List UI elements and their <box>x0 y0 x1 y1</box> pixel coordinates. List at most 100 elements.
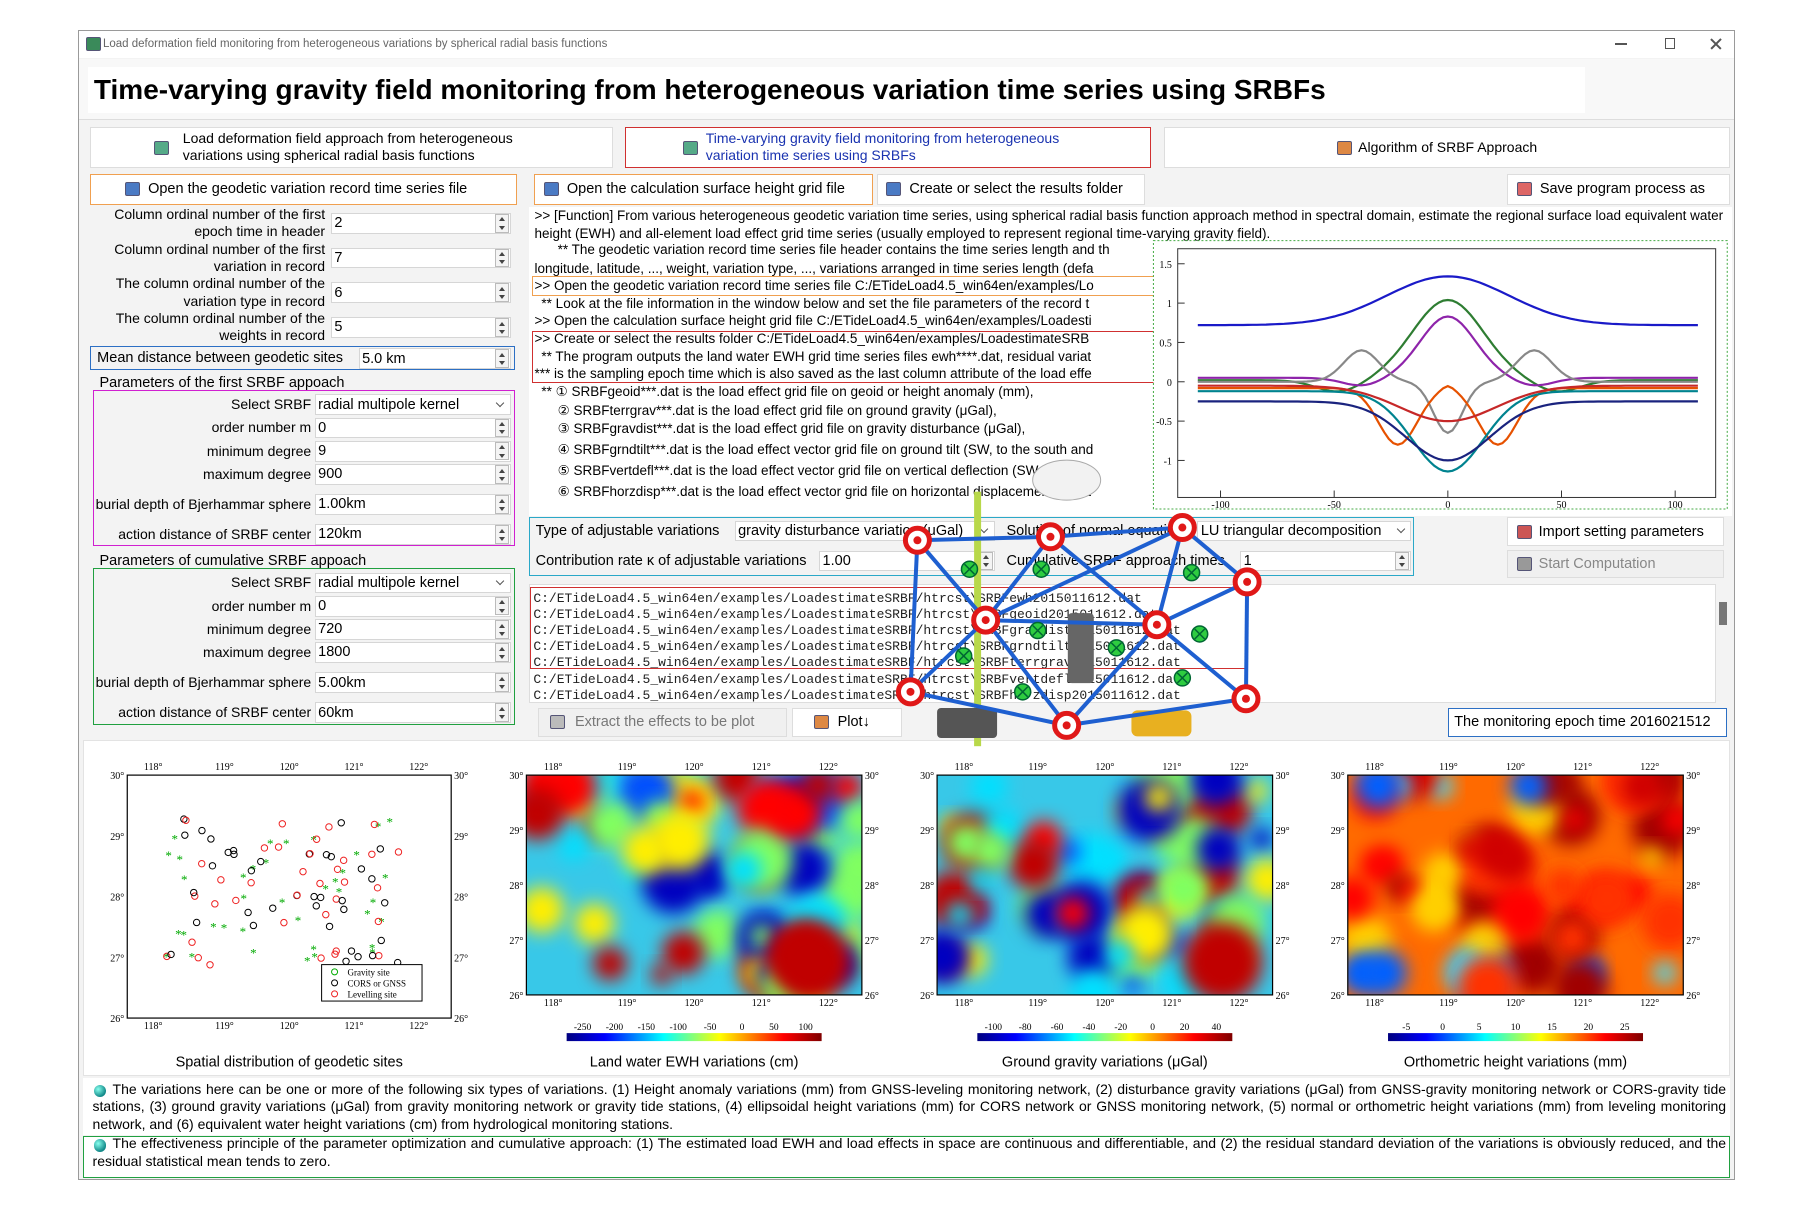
param-input[interactable] <box>314 463 512 485</box>
log-line: longitude, latitude, ..., weight, variat… <box>534 260 1094 276</box>
param-input[interactable] <box>314 642 512 663</box>
action-button[interactable] <box>1507 549 1724 579</box>
site-marker <box>269 904 277 912</box>
map-blob <box>586 800 635 848</box>
spin-up <box>499 286 506 291</box>
mean-distance-input[interactable] <box>358 348 512 370</box>
button[interactable] <box>534 173 874 205</box>
network-edge <box>1065 623 1159 727</box>
icon <box>543 181 559 196</box>
colorbar-label: 25 <box>1620 1023 1630 1033</box>
param-input[interactable] <box>314 618 512 640</box>
map-blob <box>1370 847 1404 881</box>
colorbar-label: 0 <box>1440 1023 1445 1033</box>
button[interactable] <box>1507 173 1730 205</box>
map-blob <box>1563 808 1586 831</box>
map-blob <box>592 946 627 981</box>
site-marker <box>257 857 265 866</box>
map-blob <box>937 929 969 984</box>
spin-up <box>499 646 506 651</box>
log-line: ** The program outputs the land water EW… <box>541 348 1092 364</box>
site-marker <box>230 850 238 859</box>
lat-label: 29° <box>110 832 124 843</box>
network-edge <box>985 618 1157 627</box>
site-marker: * <box>181 872 188 887</box>
param-input[interactable] <box>314 440 512 462</box>
rate-input[interactable] <box>819 550 995 572</box>
lon-label: 121° <box>345 1021 364 1032</box>
spin-up <box>499 468 506 473</box>
param-input[interactable] <box>314 493 512 515</box>
tab[interactable] <box>90 127 614 168</box>
note-text: The variations here can be one or more o… <box>92 1080 1727 1133</box>
param-input[interactable] <box>314 572 512 594</box>
site-marker <box>354 953 362 961</box>
param-input[interactable] <box>330 282 512 304</box>
map-caption: Spatial distribution of geodetic sites <box>176 1055 403 1071</box>
extract-button[interactable] <box>537 708 787 737</box>
plot-button[interactable] <box>792 708 903 737</box>
button[interactable] <box>876 173 1146 205</box>
tab[interactable] <box>624 127 1152 168</box>
param-input[interactable] <box>314 394 512 416</box>
param-input[interactable] <box>330 212 512 234</box>
site-marker <box>325 922 334 931</box>
lon-label: 121° <box>752 762 771 773</box>
solution-combo[interactable] <box>1197 520 1412 542</box>
param-input[interactable] <box>330 247 512 269</box>
map <box>1347 775 1684 995</box>
network-edge <box>917 534 1051 543</box>
action-button[interactable] <box>1507 517 1724 547</box>
map-blob <box>1182 921 1263 995</box>
site-marker <box>368 850 376 858</box>
site-marker <box>381 899 389 907</box>
plot-curve <box>1197 390 1698 473</box>
spin-down <box>499 714 506 719</box>
spinner <box>495 643 510 662</box>
map-blob <box>1067 933 1117 983</box>
site-marker: * <box>210 920 217 935</box>
tab[interactable] <box>1163 127 1730 168</box>
param-input[interactable] <box>314 702 512 724</box>
param-input[interactable] <box>314 417 512 439</box>
spin-down <box>499 476 506 481</box>
plot-curve <box>1197 298 1698 393</box>
button[interactable] <box>90 173 518 205</box>
group-box <box>92 568 515 726</box>
lon-label: 122° <box>1230 762 1249 773</box>
lat-label: 27° <box>865 936 879 947</box>
lat-label: 26° <box>509 991 523 1002</box>
plot-curve <box>1197 400 1698 462</box>
note-box <box>83 1078 1730 1135</box>
lon-label: 118° <box>144 762 163 773</box>
log-line: ⑤ SRBFvertdefl***.dat is the load effect… <box>557 462 1090 478</box>
site-marker <box>347 947 356 955</box>
spinner <box>1395 551 1410 571</box>
colorbar-label: 10 <box>1511 1023 1521 1033</box>
map-blob <box>1245 858 1273 902</box>
site-marker <box>374 917 383 926</box>
gnss-antenna <box>1032 459 1102 501</box>
param-input-value: 2 <box>334 215 343 232</box>
site-marker <box>333 865 342 874</box>
lon-label: 121° <box>1162 762 1181 773</box>
y-tick-label: 1.5 <box>1159 260 1172 271</box>
map-blob <box>1399 881 1421 903</box>
spin-up <box>499 352 506 357</box>
lon-label: 118° <box>144 1021 163 1032</box>
site-marker <box>316 879 324 888</box>
param-input[interactable] <box>330 316 512 338</box>
log-line: ③ SRBFgravdist***.dat is the load effect… <box>557 421 1026 437</box>
times-input[interactable] <box>1240 550 1412 572</box>
spin-up <box>499 498 506 503</box>
icon <box>1337 141 1353 155</box>
param-input[interactable] <box>314 524 512 545</box>
page-heading: Time-varying gravity field monitoring fr… <box>87 67 1585 114</box>
site-marker <box>191 892 199 900</box>
spin-up <box>1399 555 1406 560</box>
network-edge <box>1243 581 1250 699</box>
colorbar-label: -40 <box>1083 1023 1096 1033</box>
param-input[interactable] <box>314 595 512 617</box>
lon-label: 122° <box>819 762 838 773</box>
param-input[interactable] <box>314 672 512 693</box>
